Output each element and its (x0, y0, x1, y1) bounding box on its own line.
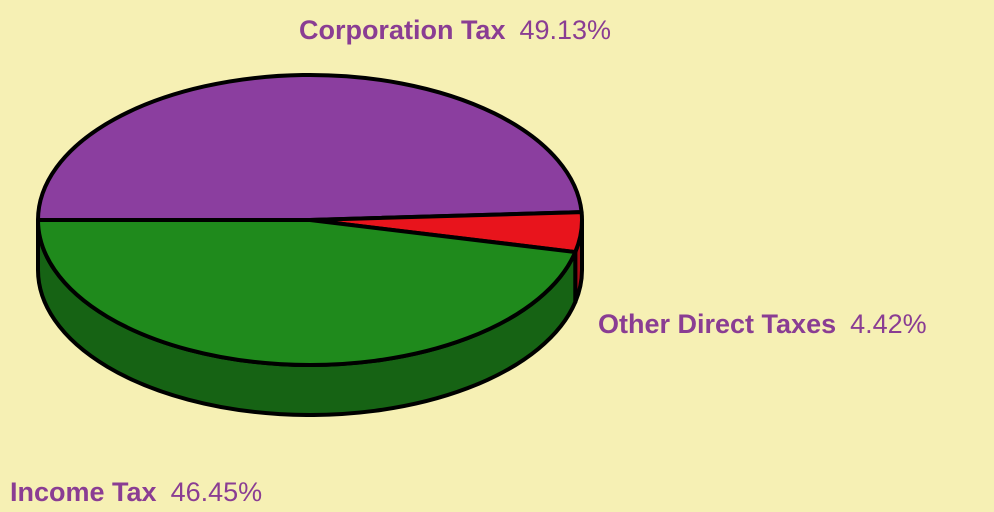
slice-value: 46.45% (171, 477, 263, 507)
slice-label: Other Direct Taxes 4.42% (598, 309, 927, 339)
pie-slice (36, 73, 584, 222)
slice-name: Other Direct Taxes (598, 309, 836, 339)
slice-name: Income Tax (10, 477, 157, 507)
slice-label: Corporation Tax 49.13% (299, 15, 611, 45)
slice-label: Income Tax 46.45% (10, 477, 262, 507)
slice-value: 4.42% (850, 309, 927, 339)
slice-value: 49.13% (519, 15, 611, 45)
pie-slice (36, 218, 578, 367)
slice-name: Corporation Tax (299, 15, 506, 45)
